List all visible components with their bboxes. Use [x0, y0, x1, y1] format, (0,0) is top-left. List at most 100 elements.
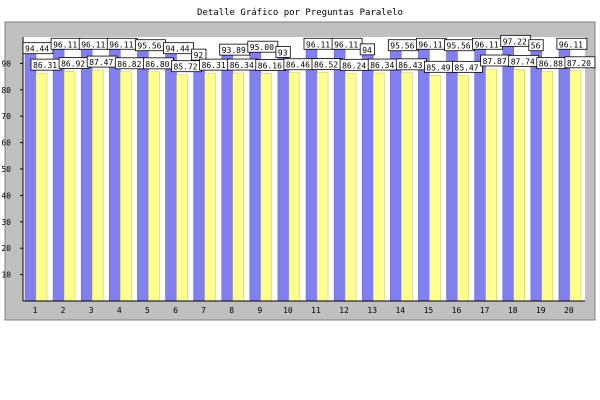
data-label-series-1: 95.56	[137, 42, 161, 51]
bar-series-1	[277, 55, 290, 302]
bar-series-1	[249, 49, 262, 302]
x-tick-label: 9	[257, 306, 262, 315]
bar-series-2	[232, 72, 244, 302]
data-label-series-1: 97.22	[503, 37, 527, 46]
y-tick-label: 20	[1, 244, 11, 253]
data-label-series-2: 86.34	[370, 61, 394, 70]
x-tick-label: 18	[508, 306, 518, 315]
x-tick-label: 3	[89, 306, 94, 315]
bar-series-2	[569, 70, 582, 302]
y-tick-label: 80	[1, 86, 11, 95]
data-label-series-2: 86.52	[314, 61, 338, 70]
bar-series-2	[176, 74, 188, 302]
data-label-series-1-box	[359, 43, 376, 56]
data-label-series-2: 87.87	[483, 57, 507, 66]
data-label-series-2: 86.24	[342, 61, 366, 70]
data-label-series-2: 86.92	[61, 60, 85, 69]
bar-series-1	[361, 52, 374, 302]
data-label-series-1-box	[275, 46, 291, 58]
x-tick-label: 1	[33, 306, 38, 315]
data-label-series-2: 86.16	[258, 62, 282, 71]
y-tick-label: 50	[1, 165, 11, 174]
x-tick-label: 7	[201, 306, 206, 315]
bar-series-2	[288, 72, 301, 302]
data-label-series-1: 96.11	[559, 40, 583, 49]
bar-series-2	[541, 71, 554, 302]
data-label-series-1: 96.11	[475, 40, 499, 49]
bar-series-1	[305, 47, 318, 302]
x-tick-label: 20	[564, 306, 574, 315]
bar-series-2	[372, 72, 385, 302]
bar-series-2	[35, 72, 48, 302]
data-label-series-2: 87.20	[567, 59, 591, 68]
y-tick-label: 40	[1, 191, 11, 200]
bar-series-2	[204, 72, 216, 302]
bar-series-1	[333, 47, 346, 302]
data-label-series-2: 86.43	[398, 61, 422, 70]
y-tick-label: 70	[1, 112, 11, 121]
y-ticks-group: 10 20 30 40 50 60 70 80 90	[1, 59, 23, 280]
bar-series-1	[52, 47, 65, 302]
x-tick-label: 6	[173, 306, 178, 315]
bar-series-2	[513, 69, 525, 302]
x-tick-label: 8	[229, 306, 234, 315]
bar-series-2	[148, 71, 160, 302]
data-label-series-2: 86.82	[117, 60, 141, 69]
x-tick-label: 17	[480, 306, 490, 315]
data-label-series-2: 86.80	[145, 60, 169, 69]
y-tick-label: 30	[1, 218, 11, 227]
bar-series-2	[457, 75, 469, 302]
data-label-series-2: 85.49	[426, 63, 450, 72]
x-tick-label: 13	[367, 306, 377, 315]
data-label-series-2: 85.72	[174, 63, 198, 72]
data-label-series-1: 93	[278, 48, 288, 57]
bar-series-2	[344, 73, 357, 302]
x-tick-label: 11	[311, 306, 321, 315]
data-label-series-1: 95.56	[447, 42, 471, 51]
bar-series-1	[418, 47, 430, 302]
data-label-series-1-box	[556, 37, 588, 50]
y-tick-label: 90	[1, 59, 11, 68]
data-label-series-1: 96.11	[334, 40, 358, 49]
data-label-series-2: 86.46	[286, 61, 310, 70]
data-label-series-1: 95.00	[250, 43, 274, 52]
x-tick-label: 5	[145, 306, 150, 315]
bar-series-2	[316, 72, 329, 302]
data-label-series-2: 86.88	[539, 60, 563, 69]
data-label-series-1: 95.56	[390, 42, 414, 51]
bar-series-1	[193, 57, 205, 302]
x-tick-label: 16	[452, 306, 462, 315]
bar-series-2	[120, 71, 132, 302]
data-label-series-2-box	[452, 60, 483, 73]
data-label-series-2: 87.74	[511, 57, 535, 66]
bar-series-1	[137, 48, 149, 302]
data-label-series-1: 56	[531, 42, 541, 51]
x-tick-label: 15	[424, 306, 434, 315]
chart-title: Detalle Gráfico por Preguntas Paralelo	[197, 8, 403, 18]
data-label-series-2: 86.31	[33, 61, 57, 70]
data-label-series-2: 87.47	[89, 58, 113, 67]
bar-series-1	[390, 48, 402, 302]
data-label-series-1: 94.44	[166, 45, 190, 54]
bar-series-1	[80, 47, 93, 302]
data-labels-group: 94.44 86.31 96.11 86.92 96.11 87.47 96.11 86.82…	[22, 34, 596, 73]
plot-area	[23, 37, 585, 301]
bar-series-1	[502, 44, 514, 302]
bar-series-1	[221, 52, 233, 302]
x-ticks-group: 1 2 3 4 5 6 7 8 9 10 11 12 13 14 15 16 17 18 19 20	[33, 306, 574, 315]
bar-series-2	[63, 71, 76, 302]
data-label-series-1: 94	[362, 46, 372, 55]
data-label-series-1: 96.11	[306, 40, 330, 49]
data-label-series-1-box	[528, 39, 544, 52]
data-label-series-1: 96.11	[81, 40, 105, 49]
data-label-series-1: 93.89	[222, 46, 246, 55]
bar-series-2	[91, 69, 104, 302]
bar-series-1	[24, 51, 37, 302]
bar-series-2	[401, 72, 413, 302]
bar-series-2	[485, 68, 497, 302]
bar-series-1	[109, 47, 121, 302]
x-tick-label: 2	[61, 306, 66, 315]
x-tick-label: 4	[117, 306, 122, 315]
data-label-series-1: 96.11	[53, 40, 77, 49]
